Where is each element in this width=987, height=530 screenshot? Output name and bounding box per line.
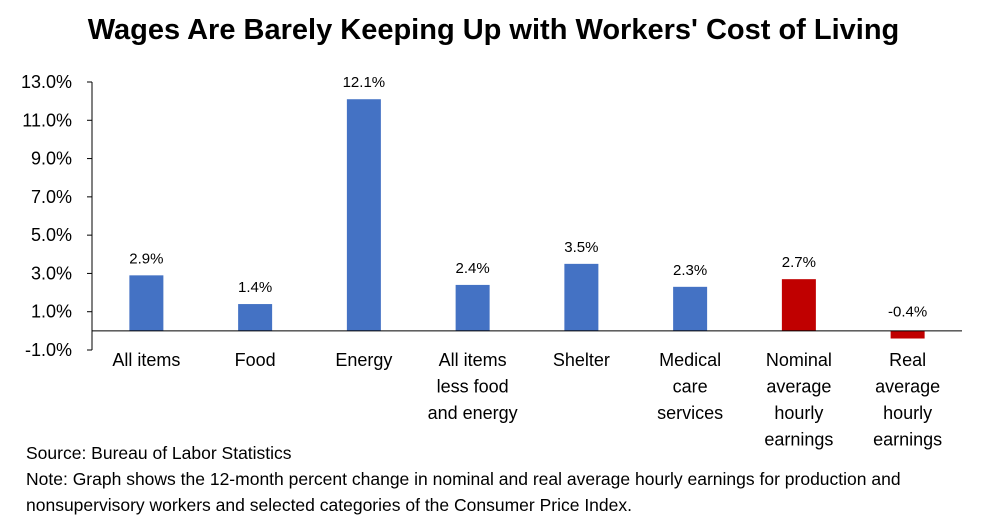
bar [238, 304, 273, 331]
category-label: All items [112, 350, 180, 370]
data-labels: 2.9% 1.4% 12.1% 2.4% 3.5% 2.3% 2.7% -0.4% [129, 74, 927, 320]
bar [564, 263, 599, 331]
category-label: All items less food and energy [428, 350, 518, 423]
footnote: Note: Graph shows the 12-month percent c… [26, 469, 901, 515]
chart-title: Wages Are Barely Keeping Up with Workers… [87, 14, 900, 46]
data-label: 1.4% [238, 279, 272, 296]
data-label: 2.4% [456, 260, 490, 277]
y-tick-label: 7.0% [31, 187, 72, 207]
category-label: Nominal average hourly earnings [764, 350, 833, 450]
data-label: 2.9% [129, 250, 163, 267]
category-label: Energy [335, 350, 392, 370]
bar [346, 99, 381, 331]
bar [455, 284, 490, 331]
y-tick-label: 3.0% [31, 263, 72, 283]
bars [129, 99, 925, 339]
bar [781, 279, 816, 331]
y-tick-label: 13.0% [21, 72, 72, 92]
data-label: 3.5% [564, 239, 598, 256]
source-note: Source: Bureau of Labor Statistics [26, 443, 292, 463]
chart-notes: Source: Bureau of Labor Statistics Note:… [26, 440, 976, 518]
category-label: Food [235, 350, 276, 370]
category-label: Medical care services [657, 350, 723, 423]
data-label: -0.4% [888, 304, 927, 321]
bar [890, 330, 925, 339]
bar [129, 275, 164, 331]
category-label: Shelter [553, 350, 610, 370]
y-tick-label: -1.0% [25, 340, 72, 360]
bar [673, 286, 708, 331]
y-axis: -1.0% 1.0% 3.0% 5.0% 7.0% 9.0% 11.0% 13.0% [21, 72, 93, 360]
category-label: Real average hourly earnings [873, 350, 942, 450]
category-labels: All items Food Energy All items less food and… [112, 350, 942, 450]
y-tick-label: 11.0% [22, 110, 72, 130]
y-tick-label: 9.0% [31, 149, 72, 169]
data-label: 2.7% [782, 254, 816, 271]
y-tick-label: 5.0% [31, 225, 72, 245]
data-label: 2.3% [673, 262, 707, 279]
data-label: 12.1% [343, 74, 386, 91]
y-tick-label: 1.0% [31, 302, 72, 322]
